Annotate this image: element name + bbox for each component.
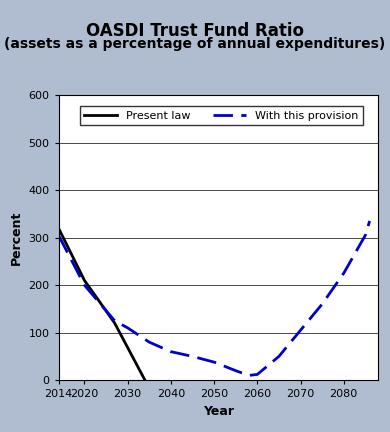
Text: (assets as a percentage of annual expenditures): (assets as a percentage of annual expend… [4,37,386,51]
Legend: Present law, With this provision: Present law, With this provision [80,106,363,125]
Text: OASDI Trust Fund Ratio: OASDI Trust Fund Ratio [86,22,304,40]
Y-axis label: Percent: Percent [10,210,23,265]
X-axis label: Year: Year [203,405,234,418]
